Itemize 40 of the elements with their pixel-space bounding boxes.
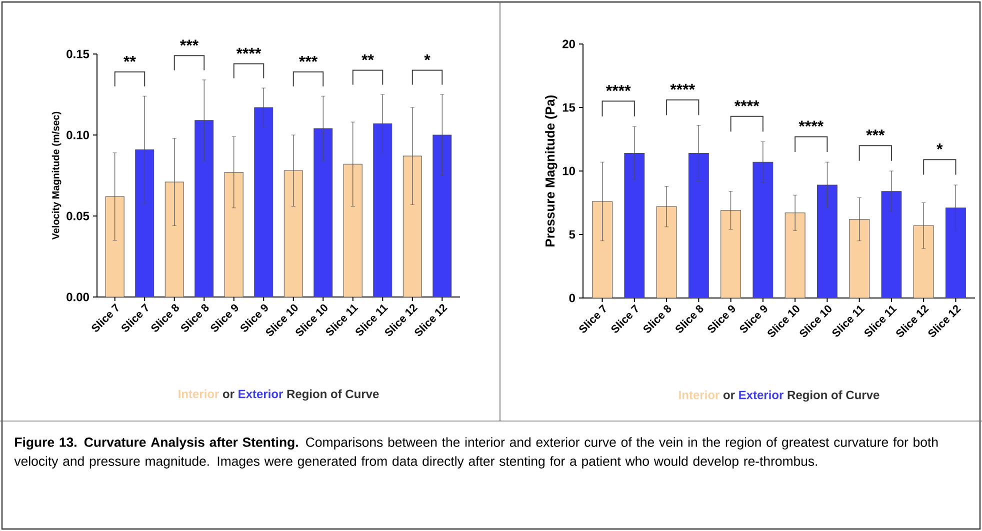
annotation: *	[936, 144, 943, 150]
bar	[913, 225, 934, 298]
annotation: ****	[670, 84, 696, 90]
annotation: ****	[798, 120, 824, 127]
annotation: *	[424, 54, 430, 60]
y-axis-title: Velocity Magnitude (m/sec)	[52, 112, 62, 240]
bar	[752, 162, 774, 298]
bar	[135, 149, 154, 298]
bar	[284, 170, 303, 298]
text: Exterior	[238, 389, 283, 398]
text: ***	[180, 40, 199, 46]
y-tick-label: 5	[569, 230, 576, 239]
bar	[373, 123, 392, 298]
text: Figure 13. Curvature Analysis after Stenting. Comparisons between the interior and exterior curve of the vein in the region of greatest curvature for both velocity and pressure magnitude. Images were generated from data directly after stenting for a patient who would develop re-thrombus.	[14, 437, 938, 469]
annotation: ***	[866, 130, 885, 136]
y-axis-title: Pressure Magnitude (Pa)	[545, 95, 558, 246]
annotation: ***	[298, 56, 318, 62]
annotation: **	[124, 56, 136, 62]
y-tick-label: 15	[562, 103, 576, 112]
bar	[343, 164, 362, 298]
x-axis-title: Region of Curve	[287, 389, 379, 401]
text: Interior	[679, 390, 720, 400]
text: ****	[236, 48, 262, 54]
x-axis-title: Region of Curve	[788, 390, 880, 402]
bar	[624, 152, 645, 298]
y-tick-label: 0.05	[66, 212, 90, 220]
annotation: **	[362, 54, 374, 60]
y-tick-label: 0.10	[66, 130, 89, 140]
text: Exterior	[739, 390, 784, 400]
text: Interior	[178, 389, 219, 398]
y-tick-label: 0.00	[66, 292, 89, 302]
text: or	[222, 392, 234, 398]
y-tick-label: 0	[569, 294, 575, 302]
text: or	[723, 392, 735, 400]
y-tick-label: 20	[562, 40, 575, 48]
bar	[688, 152, 709, 298]
annotation: ****	[606, 85, 631, 92]
y-tick-label: 0.15	[66, 50, 90, 58]
y-tick-label: 10	[562, 166, 575, 176]
annotation: ****	[734, 100, 760, 106]
